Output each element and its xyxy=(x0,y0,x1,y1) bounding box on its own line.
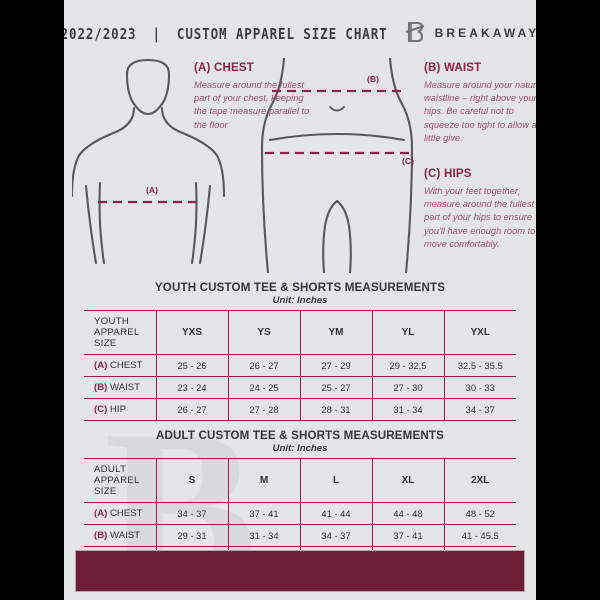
youth-cell-2-3: 31 - 34 xyxy=(372,398,445,421)
adult-table-title: ADULT CUSTOM TEE & SHORTS MEASUREMENTS xyxy=(155,429,445,442)
table-row: (B) WAIST 29 - 31 31 - 34 34 - 37 37 - 4… xyxy=(84,524,516,547)
youth-size-col-2: YM xyxy=(300,310,373,355)
adult-cell-1-4: 41 - 45.5 xyxy=(444,524,516,547)
adult-cell-0-3: 44 - 48 xyxy=(372,502,445,525)
youth-cell-0-0: 25 - 26 xyxy=(156,354,229,377)
adult-row-0-label: (A) CHEST xyxy=(84,502,157,525)
youth-row-2-tag: (C) xyxy=(94,404,108,415)
chest-note-body: Measure around the fullest part of your … xyxy=(194,80,310,130)
waist-note-body: Measure around your natural waistline – … xyxy=(424,80,536,143)
waist-note: (B) WAIST Measure around your natural wa… xyxy=(424,62,536,145)
waist-note-title: (B) WAIST xyxy=(424,62,482,74)
youth-cell-1-2: 25 - 27 xyxy=(300,376,373,399)
hips-note-title: (C) HIPS xyxy=(424,168,472,180)
youth-cell-2-2: 28 - 31 xyxy=(300,398,373,421)
adult-table-header-row: ADULT APPAREL SIZE S M L XL 2XL xyxy=(84,458,516,503)
youth-row-0-name: CHEST xyxy=(110,360,143,371)
adult-row-1-tag: (B) xyxy=(94,530,108,541)
page-header: 2022/2023 | CUSTOM APPAREL SIZE CHART BR… xyxy=(64,0,536,58)
adult-row-1-label: (B) WAIST xyxy=(84,524,157,547)
adult-cell-1-3: 37 - 41 xyxy=(372,524,445,547)
size-chart-page: B 2022/2023 | CUSTOM APPAREL SIZE CHART … xyxy=(64,0,536,600)
youth-cell-2-0: 26 - 27 xyxy=(156,398,229,421)
youth-cell-1-3: 27 - 30 xyxy=(372,376,445,399)
adult-row-0-tag: (A) xyxy=(94,508,108,519)
adult-size-col-1: M xyxy=(228,458,301,503)
youth-row-0-tag: (A) xyxy=(94,360,108,371)
adult-cell-0-0: 34 - 37 xyxy=(156,502,229,525)
table-row: (A) CHEST 34 - 37 37 - 41 41 - 44 44 - 4… xyxy=(84,502,516,525)
adult-cell-0-4: 48 - 52 xyxy=(444,502,516,525)
youth-cell-1-0: 23 - 24 xyxy=(156,376,229,399)
youth-cell-0-2: 27 - 29 xyxy=(300,354,373,377)
youth-cell-2-4: 34 - 37 xyxy=(444,398,516,421)
youth-size-col-0: YXS xyxy=(156,310,229,355)
adult-row-1-name: WAIST xyxy=(110,530,141,541)
youth-row-header-label: YOUTH APPAREL SIZE xyxy=(84,310,157,355)
adult-measurements-block: ADULT CUSTOM TEE & SHORTS MEASUREMENTS U… xyxy=(84,429,516,569)
youth-row-1-name: WAIST xyxy=(110,382,141,393)
adult-cell-1-1: 31 - 34 xyxy=(228,524,301,547)
adult-row-0-name: CHEST xyxy=(110,508,143,519)
youth-row-2-label: (C) HIP xyxy=(84,398,157,421)
youth-row-2-name: HIP xyxy=(110,404,126,415)
youth-size-col-4: YXL xyxy=(444,310,516,355)
adult-size-col-4: 2XL xyxy=(444,458,516,503)
table-row: (C) HIP 26 - 27 27 - 28 28 - 31 31 - 34 … xyxy=(84,398,516,421)
youth-table-header-row: YOUTH APPAREL SIZE YXS YS YM YL YXL xyxy=(84,310,516,355)
chest-note: (A) CHEST Measure around the fullest par… xyxy=(194,62,312,132)
youth-row-1-tag: (B) xyxy=(94,382,108,393)
adult-cell-1-0: 29 - 31 xyxy=(156,524,229,547)
hips-note: (C) HIPS With your feet together, measur… xyxy=(424,168,536,251)
adult-cell-1-2: 34 - 37 xyxy=(300,524,373,547)
footer-banner-bar xyxy=(75,550,525,592)
youth-size-col-1: YS xyxy=(228,310,301,355)
youth-size-table: YOUTH APPAREL SIZE YXS YS YM YL YXL (A) … xyxy=(84,310,516,421)
adult-cell-0-1: 37 - 41 xyxy=(228,502,301,525)
body-figures-illustration xyxy=(72,58,414,273)
hips-note-body: With your feet together, measure around … xyxy=(424,186,536,249)
adult-size-col-2: L xyxy=(300,458,373,503)
youth-cell-1-1: 24 - 25 xyxy=(228,376,301,399)
measurement-diagram: (A) (B) (C) (A) CHEST Measure around the… xyxy=(72,58,536,273)
youth-cell-0-1: 26 - 27 xyxy=(228,354,301,377)
adult-cell-0-2: 41 - 44 xyxy=(300,502,373,525)
youth-table-unit: Unit: Inches xyxy=(272,295,328,306)
youth-cell-0-4: 32.5 - 35.5 xyxy=(444,354,516,377)
youth-row-0-label: (A) CHEST xyxy=(84,354,157,377)
header-season: 2022/2023 xyxy=(64,24,137,42)
table-row: (A) CHEST 25 - 26 26 - 27 27 - 29 29 - 3… xyxy=(84,354,516,377)
youth-cell-1-4: 30 - 33 xyxy=(444,376,516,399)
page-title: CUSTOM APPAREL SIZE CHART xyxy=(176,24,388,42)
adult-row-header-label: ADULT APPAREL SIZE xyxy=(84,458,157,503)
youth-measurements-block: YOUTH CUSTOM TEE & SHORTS MEASUREMENTS U… xyxy=(84,281,516,421)
adult-size-col-0: S xyxy=(156,458,229,503)
youth-table-title: YOUTH CUSTOM TEE & SHORTS MEASUREMENTS xyxy=(154,281,446,294)
adult-size-col-3: XL xyxy=(372,458,445,503)
chest-marker-label: (A) xyxy=(146,185,158,195)
header-separator: | xyxy=(152,24,161,42)
adult-table-unit: Unit: Inches xyxy=(272,443,328,454)
youth-cell-2-1: 27 - 28 xyxy=(228,398,301,421)
hips-marker-label: (C) xyxy=(402,156,414,166)
waist-marker-label: (B) xyxy=(367,74,379,84)
brand-lockup: BREAKAWAY xyxy=(404,20,536,46)
chest-note-title: (A) CHEST xyxy=(194,62,254,74)
youth-row-1-label: (B) WAIST xyxy=(84,376,157,399)
brand-name: BREAKAWAY xyxy=(434,26,536,40)
youth-size-col-3: YL xyxy=(372,310,445,355)
youth-cell-0-3: 29 - 32.5 xyxy=(372,354,445,377)
breakaway-b-logo-icon xyxy=(404,20,426,46)
table-row: (B) WAIST 23 - 24 24 - 25 25 - 27 27 - 3… xyxy=(84,376,516,399)
